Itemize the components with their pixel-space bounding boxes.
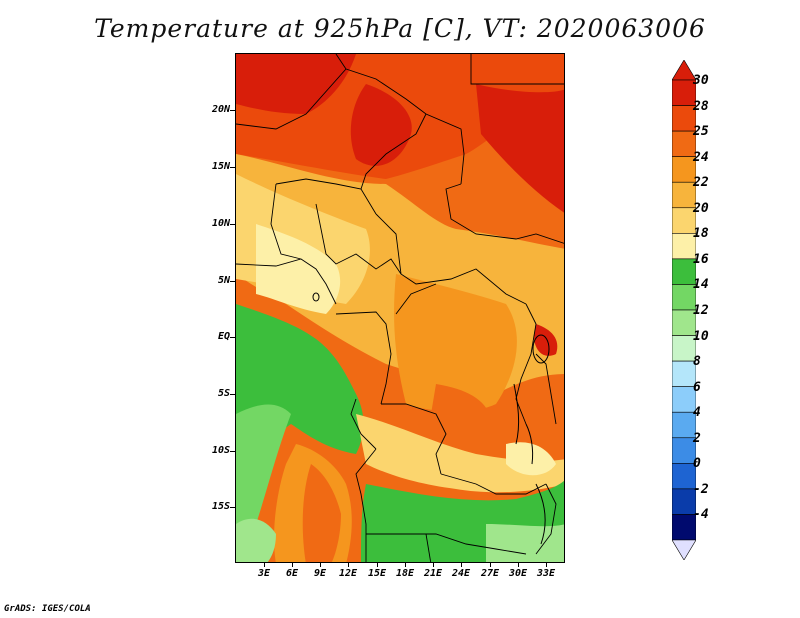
- field-north-hot-center: [350, 84, 412, 166]
- colorbar-label: 18: [693, 226, 709, 242]
- lat-tick: [230, 224, 235, 225]
- colorbar-label: 25: [693, 124, 709, 140]
- colorbar-label: 10: [693, 328, 709, 344]
- lon-tick: [292, 562, 293, 567]
- field-west-lightgreen: [236, 404, 291, 549]
- lon-tick: [546, 562, 547, 567]
- field-south-pale: [486, 524, 564, 562]
- colorbar-label: 2: [693, 430, 701, 446]
- colorbar-bottom-arrow: [672, 539, 696, 560]
- colorbar-swatch: [672, 207, 696, 234]
- field-south-yellow: [356, 414, 564, 493]
- lat-label: 10S: [211, 445, 230, 456]
- temperature-field: [236, 54, 564, 562]
- field-sw-hot: [302, 464, 341, 562]
- lon-tick: [461, 562, 462, 567]
- colorbar-label: 14: [693, 277, 709, 293]
- lon-label: 15E: [367, 568, 387, 579]
- colorbar-label: 20: [693, 200, 709, 216]
- lon-label: 18E: [395, 568, 415, 579]
- lon-label: 9E: [313, 568, 327, 579]
- lat-label: EQ: [217, 331, 230, 342]
- lon-label: 3E: [257, 568, 271, 579]
- colorbar-swatch: [672, 258, 696, 285]
- lon-label: 33E: [536, 568, 556, 579]
- colorbar-swatch: [672, 79, 696, 106]
- colorbar-label: 8: [693, 354, 701, 370]
- lon-label: 30E: [508, 568, 528, 579]
- lat-tick: [230, 337, 235, 338]
- lon-label: 12E: [338, 568, 358, 579]
- temperature-map: [235, 53, 565, 563]
- colorbar-label: 28: [693, 98, 709, 114]
- colorbar-swatch: [672, 411, 696, 439]
- colorbar-label: 22: [693, 175, 709, 191]
- lon-tick: [490, 562, 491, 567]
- colorbar: [672, 60, 696, 560]
- colorbar-label: 4: [693, 405, 701, 421]
- lat-label: 20N: [211, 104, 230, 115]
- lon-label: 6E: [285, 568, 299, 579]
- colorbar-label: 30: [693, 73, 709, 88]
- lon-label: 21E: [423, 568, 443, 579]
- colorbar-label: 12: [693, 303, 709, 318]
- colorbar-label: -4: [693, 507, 709, 523]
- lon-label: 27E: [480, 568, 500, 579]
- colorbar-swatch: [672, 181, 696, 209]
- colorbar-swatch: [672, 488, 696, 515]
- colorbar-label: -2: [693, 481, 709, 497]
- lon-tick: [264, 562, 265, 567]
- colorbar-label: 6: [693, 379, 701, 395]
- lat-tick: [230, 394, 235, 395]
- lon-tick: [518, 562, 519, 567]
- colorbar-label: 16: [693, 251, 709, 267]
- lon-tick: [348, 562, 349, 567]
- lat-label: 10N: [211, 218, 230, 229]
- lon-label: 24E: [451, 568, 471, 579]
- colorbar-label: 24: [693, 149, 709, 165]
- colorbar-swatch: [672, 360, 696, 387]
- field-sw-pale-green: [236, 518, 276, 562]
- colorbar-swatch: [672, 105, 696, 132]
- lat-tick: [230, 507, 235, 508]
- lat-tick: [230, 451, 235, 452]
- field-east-orange: [394, 274, 517, 412]
- lon-tick: [320, 562, 321, 567]
- lon-tick: [405, 562, 406, 567]
- lat-label: 5N: [217, 275, 230, 286]
- lat-tick: [230, 110, 235, 111]
- colorbar-swatch: [672, 514, 696, 541]
- lon-tick: [377, 562, 378, 567]
- lat-tick: [230, 167, 235, 168]
- colorbar-label: 0: [693, 456, 701, 472]
- field-se-pale: [506, 442, 556, 476]
- colorbar-swatch: [672, 463, 696, 490]
- lat-label: 15S: [211, 501, 230, 512]
- field-north-hot-west: [236, 54, 356, 114]
- country-borders: [236, 54, 564, 562]
- field-mid-pale: [256, 224, 341, 314]
- lat-tick: [230, 281, 235, 282]
- colorbar-swatch: [672, 386, 696, 413]
- field-lake-hot: [534, 324, 558, 356]
- lat-label: 15N: [211, 161, 230, 172]
- lon-tick: [433, 562, 434, 567]
- field-north-hot-east: [476, 84, 564, 213]
- grads-credit: GrADS: IGES/COLA: [4, 604, 91, 614]
- field-east-hot: [431, 384, 491, 426]
- lakes: [312, 292, 550, 545]
- map-title: Temperature at 925hPa [C], VT: 202006300…: [94, 14, 706, 43]
- lat-label: 5S: [217, 388, 230, 399]
- colorbar-swatch: [672, 437, 696, 464]
